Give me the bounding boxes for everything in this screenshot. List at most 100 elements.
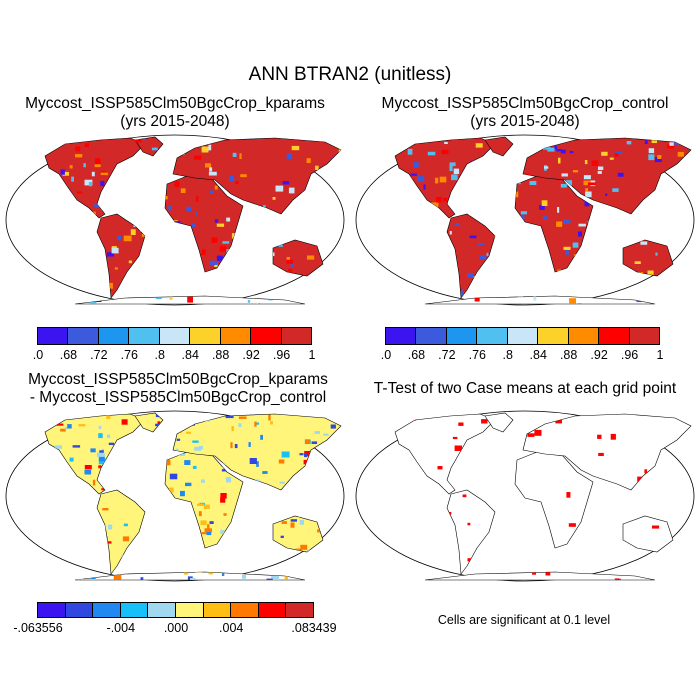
data-cell xyxy=(556,149,562,152)
data-cell xyxy=(232,152,237,157)
data-cell xyxy=(238,416,247,419)
data-cell xyxy=(636,299,642,303)
data-cell xyxy=(98,426,102,429)
colorbar-tick-label: .88 xyxy=(211,348,230,362)
data-cell xyxy=(275,185,284,192)
data-cell xyxy=(591,160,599,166)
data-cell xyxy=(431,202,439,208)
panel-4-title: T-Test of two Case means at each grid po… xyxy=(374,380,676,398)
data-cell xyxy=(220,493,227,499)
data-cell xyxy=(640,241,648,245)
data-cell xyxy=(558,157,561,164)
data-cell xyxy=(408,139,416,143)
data-cell xyxy=(11,162,17,165)
data-cell xyxy=(15,433,21,436)
data-cell xyxy=(573,170,579,173)
data-cell xyxy=(25,556,30,561)
map-panel-1 xyxy=(5,134,345,306)
data-cell xyxy=(15,274,21,277)
data-cell xyxy=(303,459,308,465)
data-cell xyxy=(389,155,394,158)
data-cell xyxy=(75,154,83,158)
data-cell xyxy=(655,252,658,256)
data-cell xyxy=(279,292,288,299)
data-cell xyxy=(585,188,589,192)
data-cell xyxy=(168,205,172,211)
data-cell xyxy=(679,557,682,563)
data-cell xyxy=(8,541,13,546)
data-cell xyxy=(467,558,473,562)
data-cell xyxy=(541,200,548,206)
data-cell xyxy=(62,171,69,176)
data-cell xyxy=(365,155,372,159)
data-cell xyxy=(72,445,81,448)
colorbar-tick-label: .96 xyxy=(272,348,291,362)
data-cell xyxy=(235,180,239,185)
data-cell xyxy=(209,521,214,524)
data-cell xyxy=(256,422,260,425)
colorbar-panel-3 xyxy=(37,602,314,618)
data-cell xyxy=(644,469,648,474)
data-cell xyxy=(140,577,144,580)
data-cell xyxy=(425,292,430,299)
data-cell xyxy=(677,151,684,157)
data-cell xyxy=(200,520,207,526)
data-cell xyxy=(194,446,201,451)
data-cell xyxy=(561,173,568,177)
data-cell xyxy=(383,151,386,155)
colorbar-tick-label: .76 xyxy=(468,348,487,362)
data-cell xyxy=(214,185,218,190)
colorbar-tick-label: .84 xyxy=(181,348,199,362)
data-cell xyxy=(214,263,218,267)
colorbar-tick-label: .68 xyxy=(407,348,426,362)
data-cell xyxy=(186,431,191,434)
data-cell xyxy=(441,149,449,155)
data-cell xyxy=(95,158,101,165)
data-cell xyxy=(306,305,313,306)
data-cell xyxy=(94,204,102,208)
data-cell xyxy=(98,465,102,469)
colorbar-tick-label: 1 xyxy=(308,348,316,362)
colorbar-swatch xyxy=(64,602,94,618)
data-cell xyxy=(385,147,388,151)
colorbar-swatch xyxy=(189,327,221,345)
data-cell xyxy=(454,223,459,226)
data-cell xyxy=(192,440,199,443)
data-cell xyxy=(437,466,443,470)
data-cell xyxy=(263,205,266,209)
data-cell xyxy=(291,294,298,300)
data-cell xyxy=(249,458,257,464)
continent-greenland xyxy=(484,136,514,157)
data-cell xyxy=(216,223,225,227)
data-cell xyxy=(373,166,377,168)
data-cell xyxy=(295,548,302,552)
data-cell xyxy=(290,519,297,522)
colorbar-panel-1 xyxy=(37,327,312,345)
colorbar-tick-label: .76 xyxy=(120,348,139,362)
colorbar-swatch xyxy=(250,327,282,345)
data-cell xyxy=(266,578,273,580)
data-cell xyxy=(328,276,333,281)
continent-australia xyxy=(272,239,324,277)
colorbar-swatch xyxy=(202,602,232,618)
panel-2-title: Myccost_ISSP585Clm50BgcCrop_control (yrs… xyxy=(382,95,669,131)
continent-north-america xyxy=(44,137,146,219)
data-cell xyxy=(222,241,230,244)
data-cell xyxy=(247,300,251,303)
data-cell xyxy=(417,176,425,182)
data-cell xyxy=(5,440,10,443)
data-cell xyxy=(647,270,654,275)
data-cell xyxy=(130,229,136,235)
data-cell xyxy=(230,442,233,449)
data-cell xyxy=(98,456,105,462)
data-cell xyxy=(71,176,74,182)
data-cell xyxy=(194,155,202,160)
data-cell xyxy=(226,217,231,222)
data-cell xyxy=(565,180,572,186)
data-cell xyxy=(53,144,57,148)
data-cell xyxy=(689,284,691,287)
data-cell xyxy=(102,508,109,511)
data-cell xyxy=(180,188,186,193)
data-cell xyxy=(343,551,345,556)
data-cell xyxy=(677,298,681,303)
